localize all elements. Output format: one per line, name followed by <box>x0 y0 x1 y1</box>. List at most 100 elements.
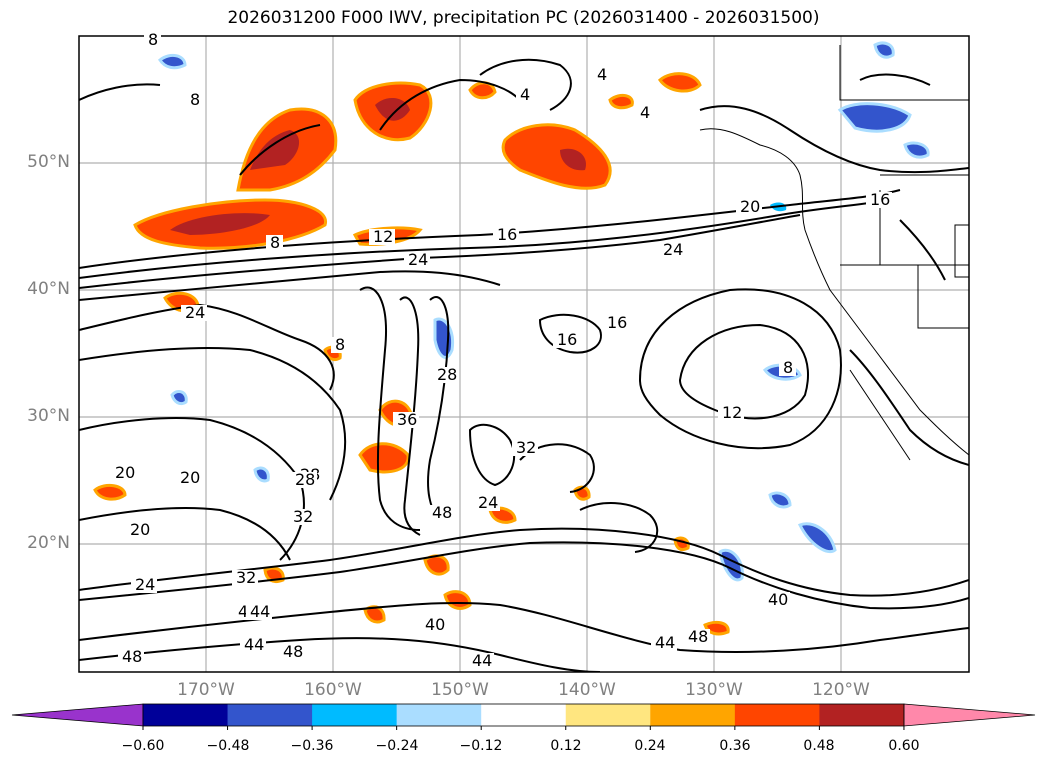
lon-label-140w: 140°W <box>558 680 616 700</box>
contour-label: 44 <box>250 602 270 621</box>
contour-label: 20 <box>740 197 760 216</box>
contour-label-bg <box>186 92 203 108</box>
contour-label-bg <box>603 315 629 331</box>
colorbar-segment <box>227 704 313 726</box>
contour-label-bg <box>866 192 892 208</box>
contour-label: 40 <box>425 615 445 634</box>
contour-label: 20 <box>180 468 200 487</box>
coastline <box>699 45 969 461</box>
contour-label: 32 <box>516 438 536 457</box>
lat-label-20n: 20°N <box>27 533 70 553</box>
colorbar-segment <box>481 704 567 726</box>
contour-label-bg <box>331 337 348 353</box>
contour-label-bg <box>468 653 494 669</box>
contour-label-bg <box>404 252 430 268</box>
colorbar-segment <box>819 704 905 726</box>
contour-label: 16 <box>497 225 517 244</box>
colorbar-tick: 0.12 <box>550 738 582 754</box>
colorbar-tick: 0.36 <box>719 738 751 754</box>
contour-label-bg <box>126 522 152 538</box>
contour-label: 4 <box>597 65 607 84</box>
contour-label: 48 <box>122 647 142 666</box>
contour-label-bg <box>131 577 157 593</box>
contour-label-bg <box>111 465 137 481</box>
colorbar-segment <box>734 704 820 726</box>
colorbar-segment <box>143 704 229 726</box>
contour-label: 40 <box>768 590 788 609</box>
contour-label-bg <box>118 649 144 665</box>
contour-label-bg <box>764 592 790 608</box>
contour-label: 48 <box>283 642 303 661</box>
contour-label-bg <box>369 229 395 245</box>
contour-label-bg <box>291 472 317 488</box>
contour-label-bg <box>493 227 519 243</box>
contour-label-bg <box>736 199 762 215</box>
lon-label-170w: 170°W <box>177 680 235 700</box>
contour-label: 24 <box>135 575 155 594</box>
colorbar-tick: −0.60 <box>121 738 165 754</box>
contour-label: 48 <box>688 627 708 646</box>
colorbar-segment <box>650 704 736 726</box>
contour-label-bg <box>240 637 266 653</box>
contour-label: 12 <box>373 227 393 246</box>
contour-label-bg <box>593 67 610 83</box>
contour-label-bg <box>659 242 685 258</box>
contour-label: 8 <box>783 358 793 377</box>
lat-label-50n: 50°N <box>27 152 70 172</box>
colorbar-tick: 0.60 <box>888 738 920 754</box>
lat-label-30n: 30°N <box>27 406 70 426</box>
contour-label: 32 <box>293 507 313 526</box>
contour-label: 28 <box>295 470 315 489</box>
colorbar-tick: 0.48 <box>803 738 835 754</box>
colorbar-segment <box>312 704 398 726</box>
contour-label: 16 <box>557 330 577 349</box>
map-title: 2026031200 F000 IWV, precipitation PC (2… <box>227 8 820 28</box>
contour-label: 24 <box>663 240 683 259</box>
colorbar <box>11 703 1036 730</box>
colorbar-tick: −0.12 <box>459 738 503 754</box>
colorbar-tick: −0.24 <box>375 738 419 754</box>
colorbar-tick: 0.24 <box>634 738 666 754</box>
map-frame <box>78 35 970 673</box>
contour-label-bg <box>428 505 454 521</box>
colorbar-frame <box>142 703 905 727</box>
contour-label-bg <box>684 629 710 645</box>
contour-label: 32 <box>236 568 256 587</box>
contour-label-bg <box>279 644 305 660</box>
contour-label: 4 <box>640 103 650 122</box>
contour-label-bg <box>232 570 258 586</box>
lon-label-130w: 130°W <box>685 680 743 700</box>
contour-label-bg <box>474 495 500 511</box>
contour-label: 44 <box>472 651 492 670</box>
colorbar-extend-high <box>903 703 1036 727</box>
contour-label-bg <box>421 617 447 633</box>
colorbar-segment <box>396 704 482 726</box>
contour-label: 20 <box>115 463 135 482</box>
contour-label: 44 <box>655 633 675 652</box>
contour-labels: 8448481216201624241616248283612322820202… <box>111 30 892 670</box>
contour-label: 8 <box>270 233 280 252</box>
iwv-contours <box>79 58 969 672</box>
lon-label-160w: 160°W <box>304 680 362 700</box>
contour-label: 16 <box>870 190 890 209</box>
contour-label-bg <box>553 332 579 348</box>
contour-label: 12 <box>722 403 742 422</box>
contour-label-bg <box>176 470 202 486</box>
contour-label: 44 <box>244 635 264 654</box>
contour-label: 20 <box>130 520 150 539</box>
contour-label: 24 <box>408 250 428 269</box>
contour-label-bg <box>393 412 419 428</box>
contour-label: 4 <box>520 85 530 104</box>
colorbar-extend-low <box>11 703 144 727</box>
contour-label-bg <box>246 604 272 620</box>
contour-label: 36 <box>397 410 417 429</box>
lon-label-120w: 120°W <box>812 680 870 700</box>
contour-label-bg <box>289 509 315 525</box>
contour-label-bg <box>266 235 283 251</box>
contour-label-bg <box>636 105 653 121</box>
contour-label-bg <box>516 87 533 103</box>
precip-positive-patches <box>93 72 730 636</box>
contour-label: 24 <box>185 303 205 322</box>
colorbar-tick: −0.48 <box>206 738 250 754</box>
contour-label-bg <box>651 635 677 651</box>
